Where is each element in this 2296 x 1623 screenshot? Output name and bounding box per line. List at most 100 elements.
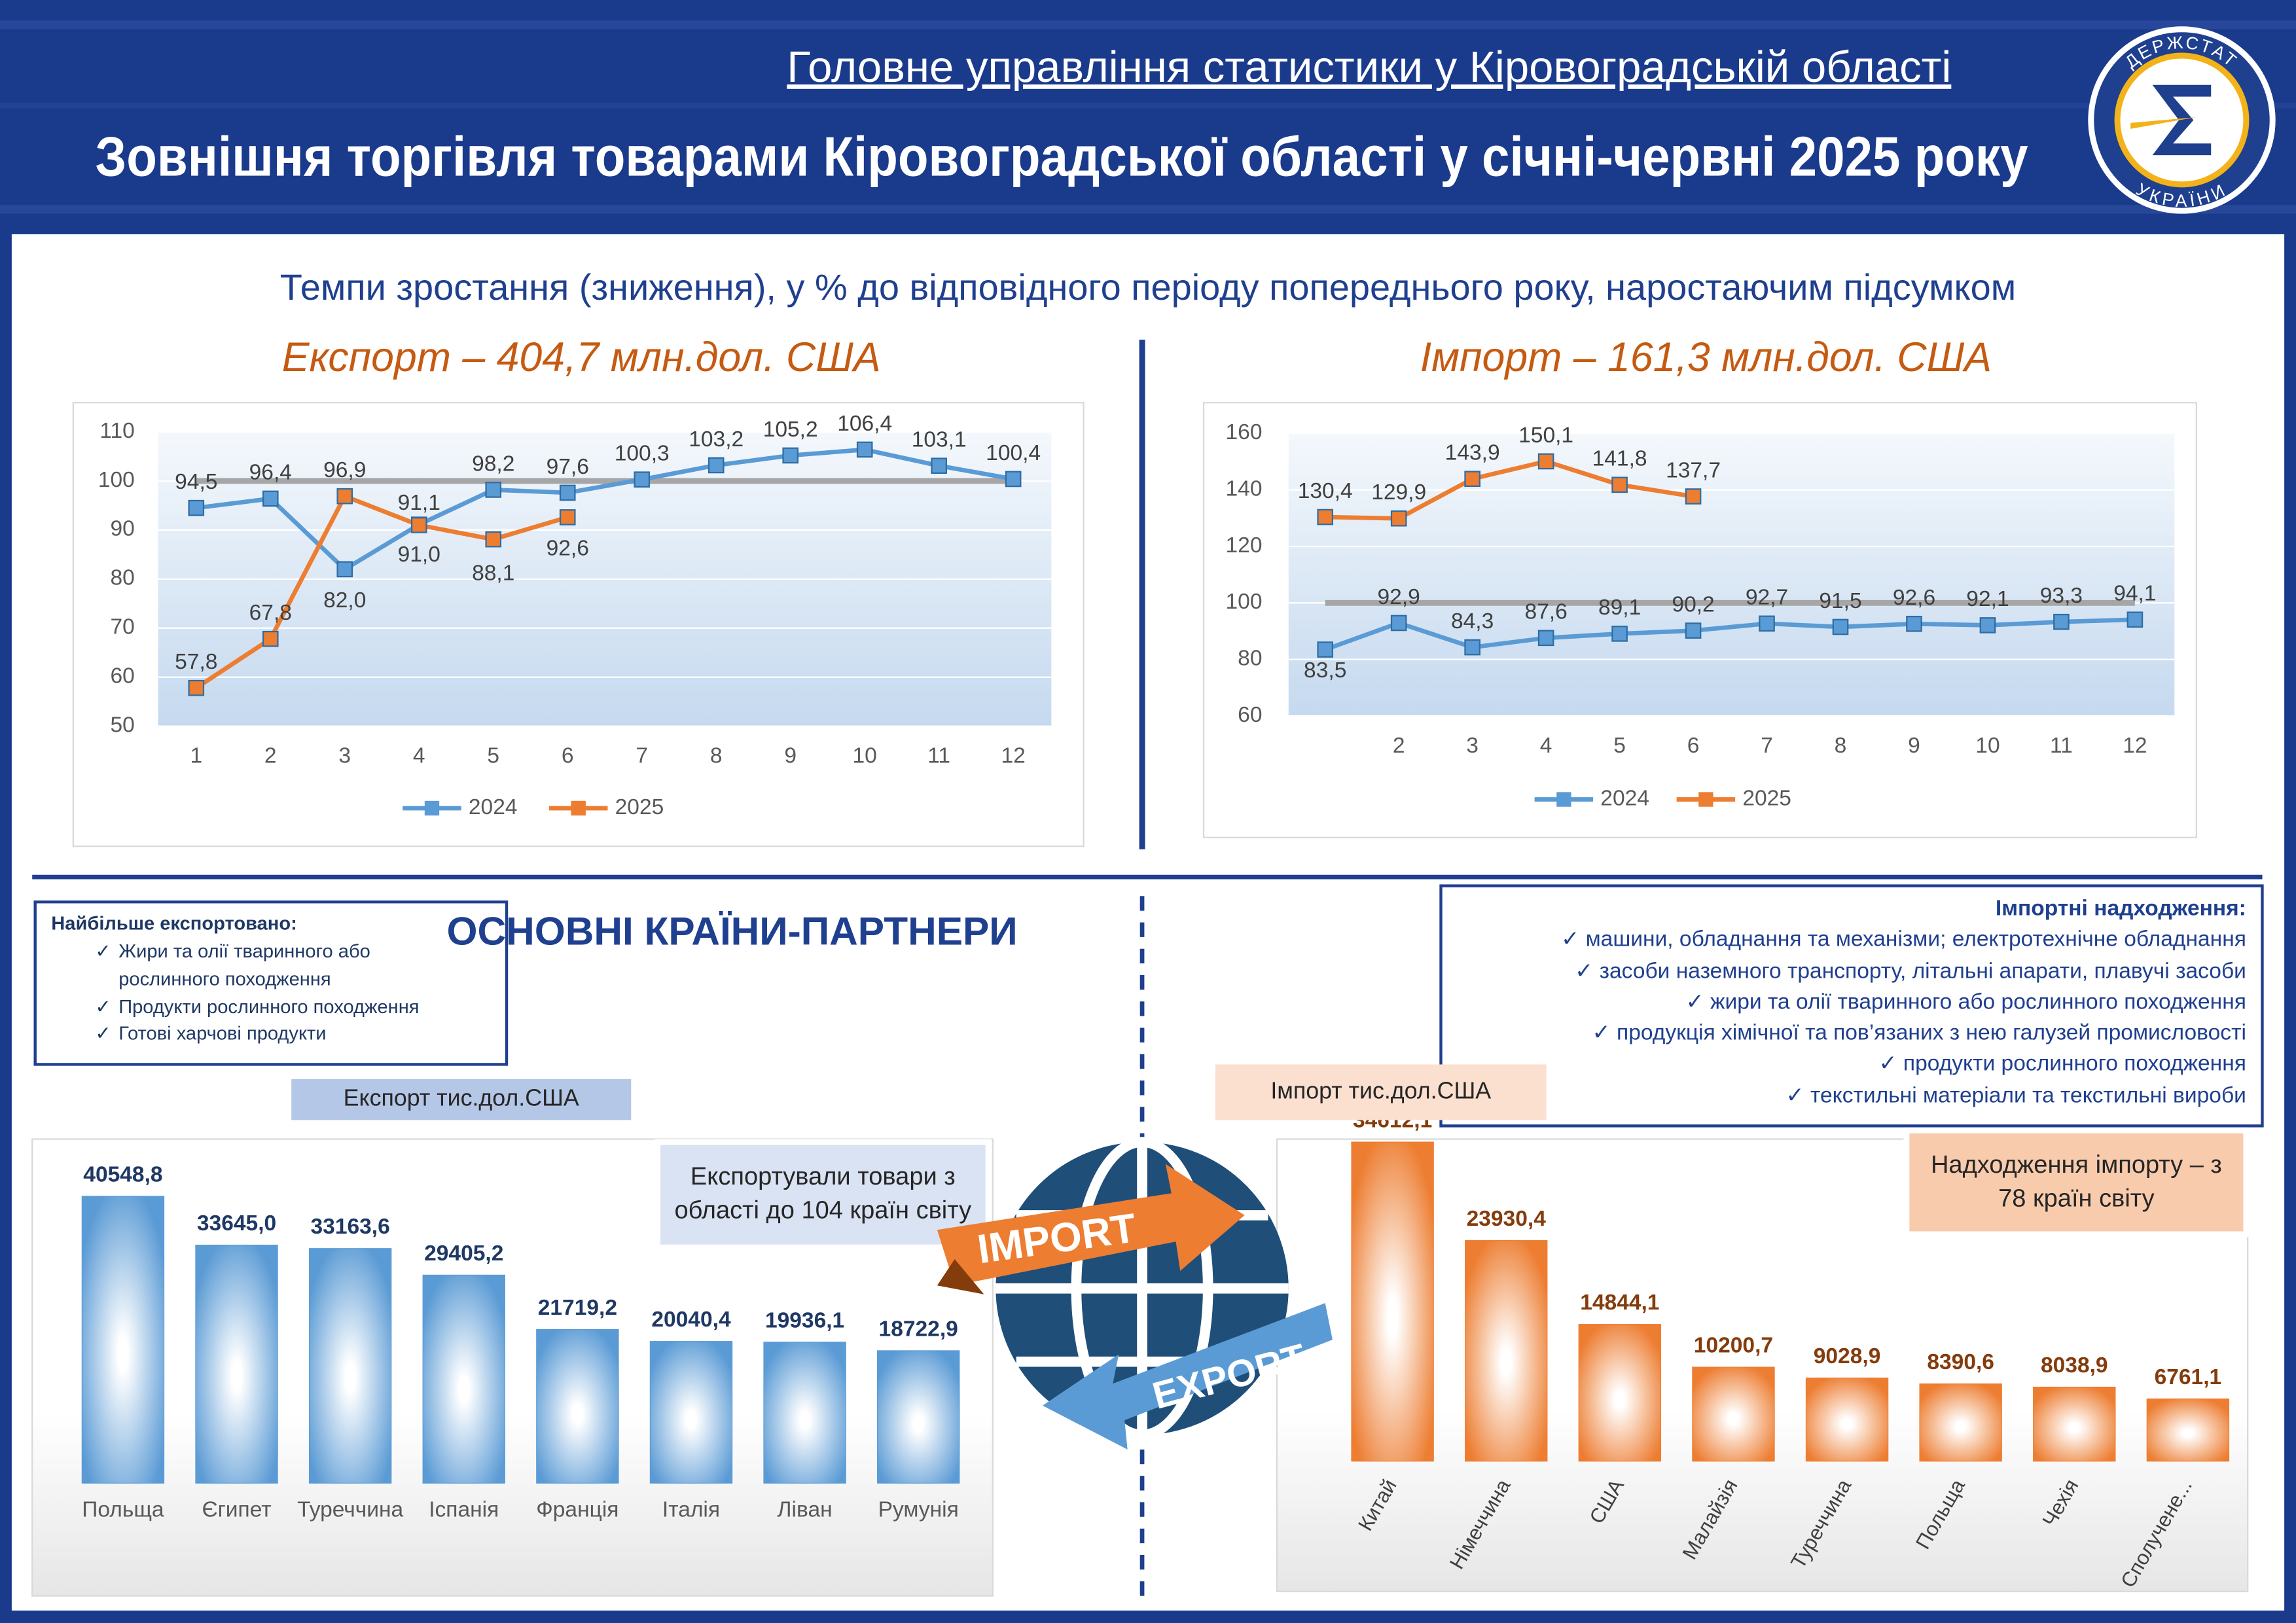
data-point (485, 531, 502, 548)
data-point (262, 630, 279, 647)
data-label: 20040,4 (651, 1308, 731, 1332)
bar (1465, 1240, 1548, 1462)
bar (308, 1248, 392, 1484)
bar (1351, 1141, 1434, 1462)
data-point (1005, 471, 1022, 488)
x-tick-label: 6 (562, 744, 574, 768)
header-pattern (0, 20, 2296, 214)
data-point (336, 561, 353, 578)
logo: ДЕРЖСТАТ УКРАЇНИ (2088, 26, 2276, 214)
x-tick-label: 3 (338, 744, 351, 768)
list-title: Найбільше експортовано: (51, 912, 297, 935)
data-label: 129,9 (1371, 480, 1426, 505)
data-point (485, 482, 502, 498)
note-box: Експортували товари з області до 104 кра… (655, 1139, 992, 1251)
data-label: 82,0 (323, 588, 366, 613)
imports-list: Імпортні надходження: ✓ машини, обладнан… (1439, 884, 2264, 1128)
data-label: 18722,9 (879, 1317, 958, 1341)
list-item: ✓ машини, обладнання та механізми; елект… (1561, 927, 2246, 952)
data-point (1979, 617, 1996, 633)
data-label: 97,6 (547, 455, 589, 479)
data-point (2053, 613, 2070, 630)
legend-marker (571, 800, 586, 816)
data-point (1611, 626, 1628, 642)
list-item-text: продукти рослинного походження (1903, 1052, 2246, 1077)
data-point (2126, 611, 2144, 628)
list-item: Продукти рослинного походження (89, 993, 490, 1021)
bar (876, 1350, 960, 1484)
x-tick-label: 4 (413, 744, 425, 768)
data-label: 90,2 (1672, 592, 1714, 616)
x-tick-label: 6 (1687, 734, 1700, 758)
data-label: 130,4 (1298, 479, 1353, 503)
data-label: 91,5 (1819, 589, 1861, 613)
data-point (1464, 471, 1480, 488)
subtitle: Темпи зростання (зниження), у % до відпо… (280, 266, 2016, 308)
chart-title: Імпорт – 161,3 млн.дол. США (1420, 334, 1992, 380)
x-tick-label: 12 (2123, 734, 2147, 758)
bar (2146, 1398, 2230, 1462)
data-label: 33645,0 (197, 1211, 276, 1236)
data-label: 150,1 (1518, 423, 1573, 448)
list-item: Жири та олії тваринного або рослинного п… (89, 938, 440, 993)
data-label: 92,6 (547, 536, 589, 560)
list-item: ✓ жири та олії тваринного або рослинного… (1685, 990, 2246, 1015)
data-point (1390, 615, 1407, 632)
data-line (1325, 459, 1694, 521)
x-tick-label: 5 (487, 744, 499, 768)
y-tick-label: 70 (110, 615, 134, 639)
section-title: ОСНОВНІ КРАЇНИ-ПАРТНЕРИ (447, 908, 1018, 953)
data-label: 19936,1 (765, 1308, 844, 1332)
chart-title: Експорт тис.дол.США (344, 1085, 579, 1111)
y-tick-label: 60 (110, 664, 134, 688)
data-label: 10200,7 (1694, 1334, 1773, 1358)
data-point (634, 471, 651, 488)
x-tick-label: 9 (784, 744, 797, 768)
bar (1805, 1377, 1889, 1462)
x-tick-label: 7 (636, 744, 648, 768)
x-tick-label: Туреччина (297, 1498, 403, 1522)
list-item-text: жири та олії тваринного або рослинного п… (1710, 990, 2246, 1015)
list-item-text: машини, обладнання та механізми; електро… (1585, 927, 2246, 952)
data-label: 6761,1 (2155, 1365, 2222, 1389)
note-box: Надходження імпорту – з 78 країн світу (1903, 1127, 2250, 1238)
bar (1919, 1383, 2002, 1462)
x-tick-label: 2 (1393, 734, 1405, 758)
data-point (410, 517, 427, 533)
list-title: Імпортні надходження: (1995, 896, 2246, 921)
data-line (196, 447, 1014, 573)
data-point (1317, 641, 1334, 658)
data-label: 100,4 (986, 441, 1041, 465)
data-label: 103,2 (689, 427, 744, 452)
chart-title: Імпорт тис.дол.США (1270, 1077, 1491, 1103)
x-tick-label: Польща (82, 1498, 164, 1522)
data-label: 141,8 (1592, 447, 1647, 471)
x-tick-label: Єгипет (202, 1498, 271, 1522)
y-tick-label: 110 (99, 419, 134, 443)
x-tick-label: 5 (1613, 734, 1626, 758)
list-item-text: засоби наземного транспорту, літальні ап… (1599, 958, 2246, 984)
list-item: ✓ продукти рослинного походження (1878, 1052, 2246, 1077)
data-label: 100,3 (615, 442, 670, 466)
data-label: 137,7 (1666, 458, 1721, 482)
data-label: 14844,1 (1580, 1291, 1659, 1315)
legend-label: 2025 (615, 795, 664, 819)
data-label: 21719,2 (538, 1296, 617, 1320)
legend-label: 2024 (1600, 786, 1649, 810)
data-point (931, 457, 947, 474)
data-point (856, 441, 873, 458)
data-line (194, 493, 569, 690)
data-point (188, 679, 205, 696)
data-label: 91,0 (398, 543, 440, 567)
y-tick-label: 90 (110, 517, 134, 541)
data-label: 89,1 (1598, 596, 1641, 620)
data-label: 8390,6 (1927, 1350, 1994, 1374)
bar (2033, 1386, 2116, 1462)
list-item-text: продукція хімічної та пов’язаних з нею г… (1617, 1020, 2246, 1046)
data-label: 106,4 (837, 412, 892, 436)
x-tick-label: 9 (1908, 734, 1920, 758)
legend-marker (1698, 792, 1713, 807)
data-point (782, 447, 799, 464)
data-point (708, 457, 725, 474)
